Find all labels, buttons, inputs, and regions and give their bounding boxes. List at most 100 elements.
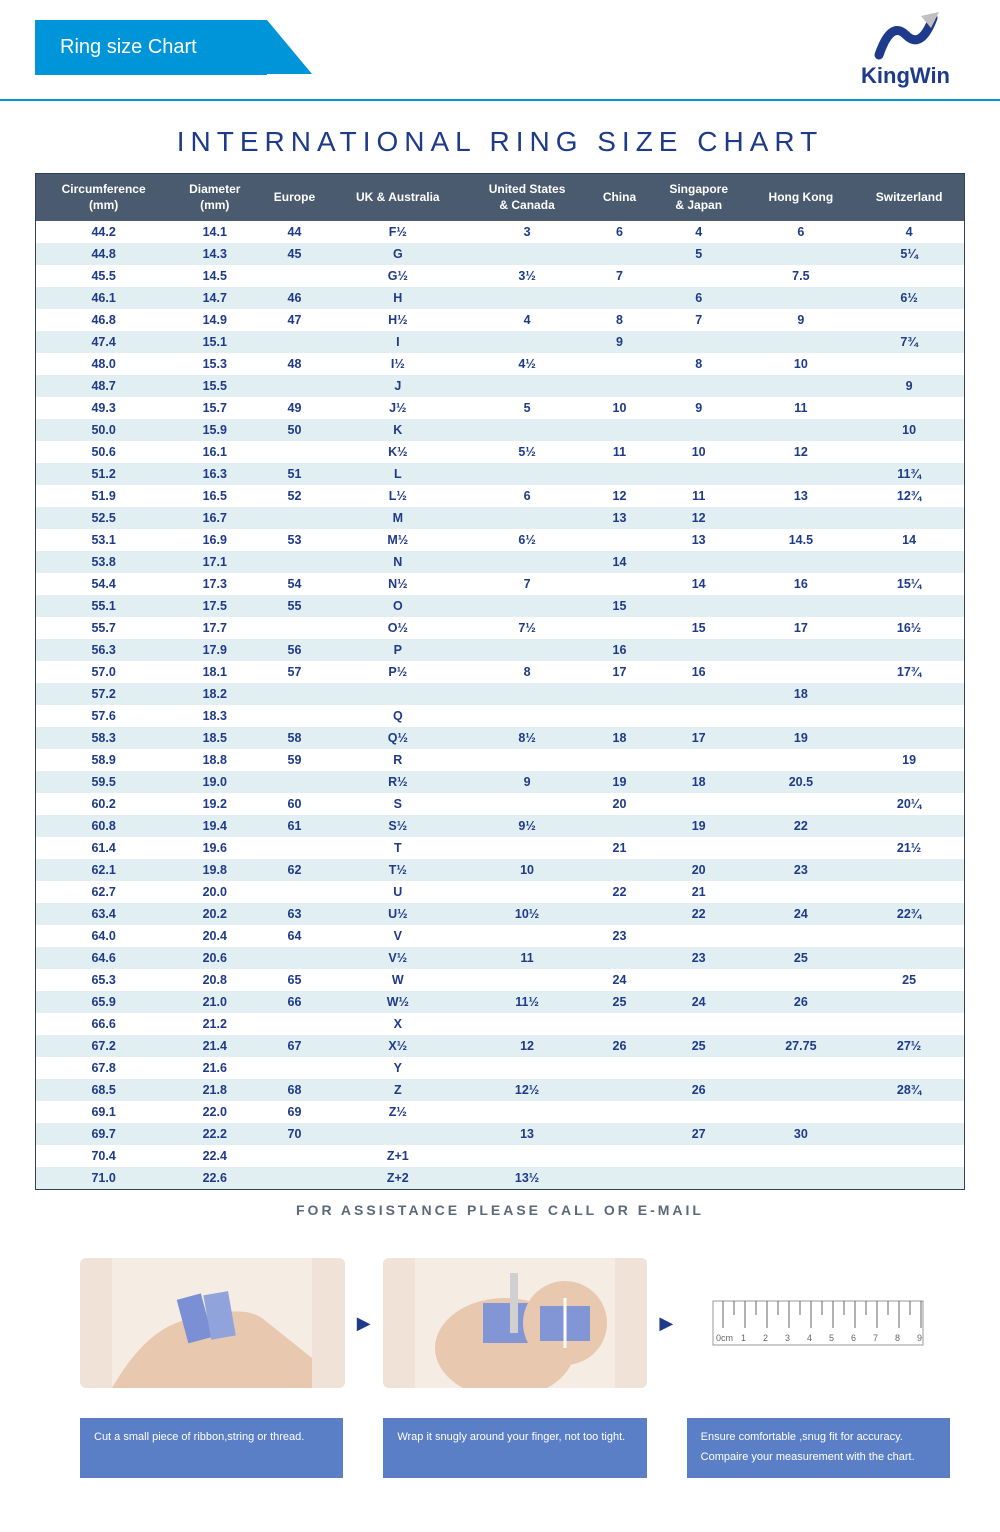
table-cell: 26 bbox=[589, 1035, 650, 1057]
table-cell: X½ bbox=[331, 1035, 465, 1057]
table-cell bbox=[854, 397, 964, 419]
table-row: 55.117.555O15 bbox=[36, 595, 965, 617]
table-cell bbox=[465, 507, 589, 529]
table-cell: 21.0 bbox=[171, 991, 258, 1013]
table-cell: F½ bbox=[331, 221, 465, 243]
table-cell: 44 bbox=[258, 221, 330, 243]
table-cell: 11½ bbox=[465, 991, 589, 1013]
table-cell: U bbox=[331, 881, 465, 903]
table-cell: 49 bbox=[258, 397, 330, 419]
banner: Ring size Chart bbox=[35, 20, 267, 75]
table-cell: 10½ bbox=[465, 903, 589, 925]
table-cell bbox=[258, 331, 330, 353]
table-cell bbox=[748, 969, 855, 991]
table-row: 46.814.947H½4879 bbox=[36, 309, 965, 331]
table-row: 50.616.1K½5½111012 bbox=[36, 441, 965, 463]
table-cell bbox=[854, 1057, 964, 1079]
table-row: 51.216.351L11¾ bbox=[36, 463, 965, 485]
table-cell: N bbox=[331, 551, 465, 573]
table-cell: 19.0 bbox=[171, 771, 258, 793]
svg-text:6: 6 bbox=[851, 1333, 856, 1343]
table-cell: 12½ bbox=[465, 1079, 589, 1101]
table-cell bbox=[589, 1013, 650, 1035]
table-cell: 15.5 bbox=[171, 375, 258, 397]
table-cell: 20.4 bbox=[171, 925, 258, 947]
table-cell: 18 bbox=[748, 683, 855, 705]
table-cell bbox=[650, 1013, 748, 1035]
table-cell: J bbox=[331, 375, 465, 397]
table-cell bbox=[465, 551, 589, 573]
table-cell: 24 bbox=[748, 903, 855, 925]
table-header: Circumference(mm) bbox=[36, 174, 172, 222]
table-cell: 17 bbox=[748, 617, 855, 639]
table-cell: 64.0 bbox=[36, 925, 172, 947]
table-cell: 25 bbox=[854, 969, 964, 991]
table-cell bbox=[465, 1057, 589, 1079]
banner-wrap: Ring size Chart bbox=[0, 0, 267, 75]
table-header: Switzerland bbox=[854, 174, 964, 222]
table-cell: L bbox=[331, 463, 465, 485]
table-cell: 22 bbox=[748, 815, 855, 837]
table-cell bbox=[854, 991, 964, 1013]
table-cell: 10 bbox=[650, 441, 748, 463]
table-cell: R½ bbox=[331, 771, 465, 793]
table-cell: K½ bbox=[331, 441, 465, 463]
table-cell bbox=[465, 287, 589, 309]
table-cell bbox=[854, 947, 964, 969]
table-cell bbox=[589, 243, 650, 265]
table-cell bbox=[650, 1145, 748, 1167]
table-header: Hong Kong bbox=[748, 174, 855, 222]
table-cell: 9 bbox=[589, 331, 650, 353]
table-cell bbox=[258, 881, 330, 903]
table-cell: 14.5 bbox=[171, 265, 258, 287]
table-cell: 60.8 bbox=[36, 815, 172, 837]
table-cell: 17.3 bbox=[171, 573, 258, 595]
table-cell: 16.1 bbox=[171, 441, 258, 463]
table-cell: 11 bbox=[589, 441, 650, 463]
table-cell: 7 bbox=[589, 265, 650, 287]
table-header: Singapore& Japan bbox=[650, 174, 748, 222]
svg-text:5: 5 bbox=[829, 1333, 834, 1343]
table-cell: 53 bbox=[258, 529, 330, 551]
table-cell: 17 bbox=[589, 661, 650, 683]
table-cell bbox=[589, 1079, 650, 1101]
table-cell: 16 bbox=[748, 573, 855, 595]
table-cell bbox=[748, 1013, 855, 1035]
table-cell: W bbox=[331, 969, 465, 991]
table-cell bbox=[589, 353, 650, 375]
table-cell: Y bbox=[331, 1057, 465, 1079]
table-cell: 46 bbox=[258, 287, 330, 309]
table-cell: 20.8 bbox=[171, 969, 258, 991]
table-cell: V½ bbox=[331, 947, 465, 969]
page-title: INTERNATIONAL RING SIZE CHART bbox=[0, 101, 1000, 173]
table-cell: 55.1 bbox=[36, 595, 172, 617]
table-cell: L½ bbox=[331, 485, 465, 507]
table-cell: 19.8 bbox=[171, 859, 258, 881]
table-cell bbox=[854, 265, 964, 287]
table-cell: 20.5 bbox=[748, 771, 855, 793]
table-cell: 14.5 bbox=[748, 529, 855, 551]
table-cell: N½ bbox=[331, 573, 465, 595]
table-cell: 16 bbox=[650, 661, 748, 683]
table-row: 52.516.7M1312 bbox=[36, 507, 965, 529]
arrow-right-icon: ▶ bbox=[353, 1313, 375, 1334]
table-cell: 12 bbox=[589, 485, 650, 507]
table-wrap: Circumference(mm)Diameter(mm)EuropeUK & … bbox=[0, 173, 1000, 1190]
table-row: 60.219.260S2020¼ bbox=[36, 793, 965, 815]
table-cell: 48 bbox=[258, 353, 330, 375]
table-cell bbox=[854, 815, 964, 837]
table-cell: 51 bbox=[258, 463, 330, 485]
table-row: 65.921.066W½11½252426 bbox=[36, 991, 965, 1013]
table-cell: 69 bbox=[258, 1101, 330, 1123]
table-cell bbox=[589, 815, 650, 837]
table-cell: Q½ bbox=[331, 727, 465, 749]
table-cell: 53.1 bbox=[36, 529, 172, 551]
table-cell: 17¾ bbox=[854, 661, 964, 683]
table-cell bbox=[748, 837, 855, 859]
table-cell: 17.5 bbox=[171, 595, 258, 617]
svg-text:1: 1 bbox=[741, 1333, 746, 1343]
table-cell: 11 bbox=[748, 397, 855, 419]
table-cell: K bbox=[331, 419, 465, 441]
table-cell bbox=[748, 287, 855, 309]
table-cell: 22.4 bbox=[171, 1145, 258, 1167]
